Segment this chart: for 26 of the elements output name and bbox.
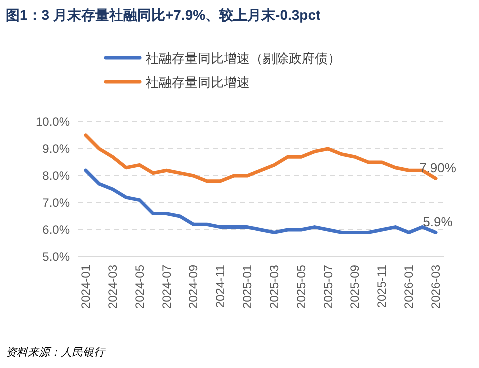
chart-title: 图1：3 月末存量社融同比+7.9%、较上月末-0.3pct xyxy=(6,7,322,23)
x-tick-label: 2026-01 xyxy=(402,264,416,310)
x-tick-label: 2024-03 xyxy=(106,264,120,310)
y-tick-label: 9.0% xyxy=(42,142,70,156)
x-tick-label: 2024-01 xyxy=(79,264,93,310)
x-tick-label: 2024-05 xyxy=(132,264,147,310)
text: 资料来源：人民银行 xyxy=(6,346,107,359)
x-tick-label: 2025-01 xyxy=(240,264,255,310)
x-tick-label: 2026-03 xyxy=(429,264,443,310)
x-tick-label: 2025-09 xyxy=(348,264,362,310)
x-tick-label: 2024-07 xyxy=(160,264,174,310)
y-tick-label: 7.0% xyxy=(42,196,70,210)
x-tick-label: 2024-11 xyxy=(214,264,228,308)
x-tick-label: 2025-05 xyxy=(294,264,308,310)
x-tick-label: 2024-09 xyxy=(186,264,201,310)
x-tick-label: 2025-07 xyxy=(321,264,336,310)
y-tick-label: 6.0% xyxy=(42,223,70,237)
x-tick-label: 2025-11 xyxy=(375,264,390,308)
data-label: 7.90% xyxy=(420,160,457,176)
x-tick-label: 2025-03 xyxy=(267,264,282,310)
y-tick-label: 8.0% xyxy=(42,169,70,183)
data-label: 5.9% xyxy=(423,214,454,230)
y-tick-label: 10.0% xyxy=(36,115,70,129)
legend-label: 社融存量同比增速 xyxy=(146,75,250,90)
y-tick-label: 5.0% xyxy=(42,250,70,264)
legend-label: 社融存量同比增速（剔除政府债） xyxy=(146,51,341,66)
